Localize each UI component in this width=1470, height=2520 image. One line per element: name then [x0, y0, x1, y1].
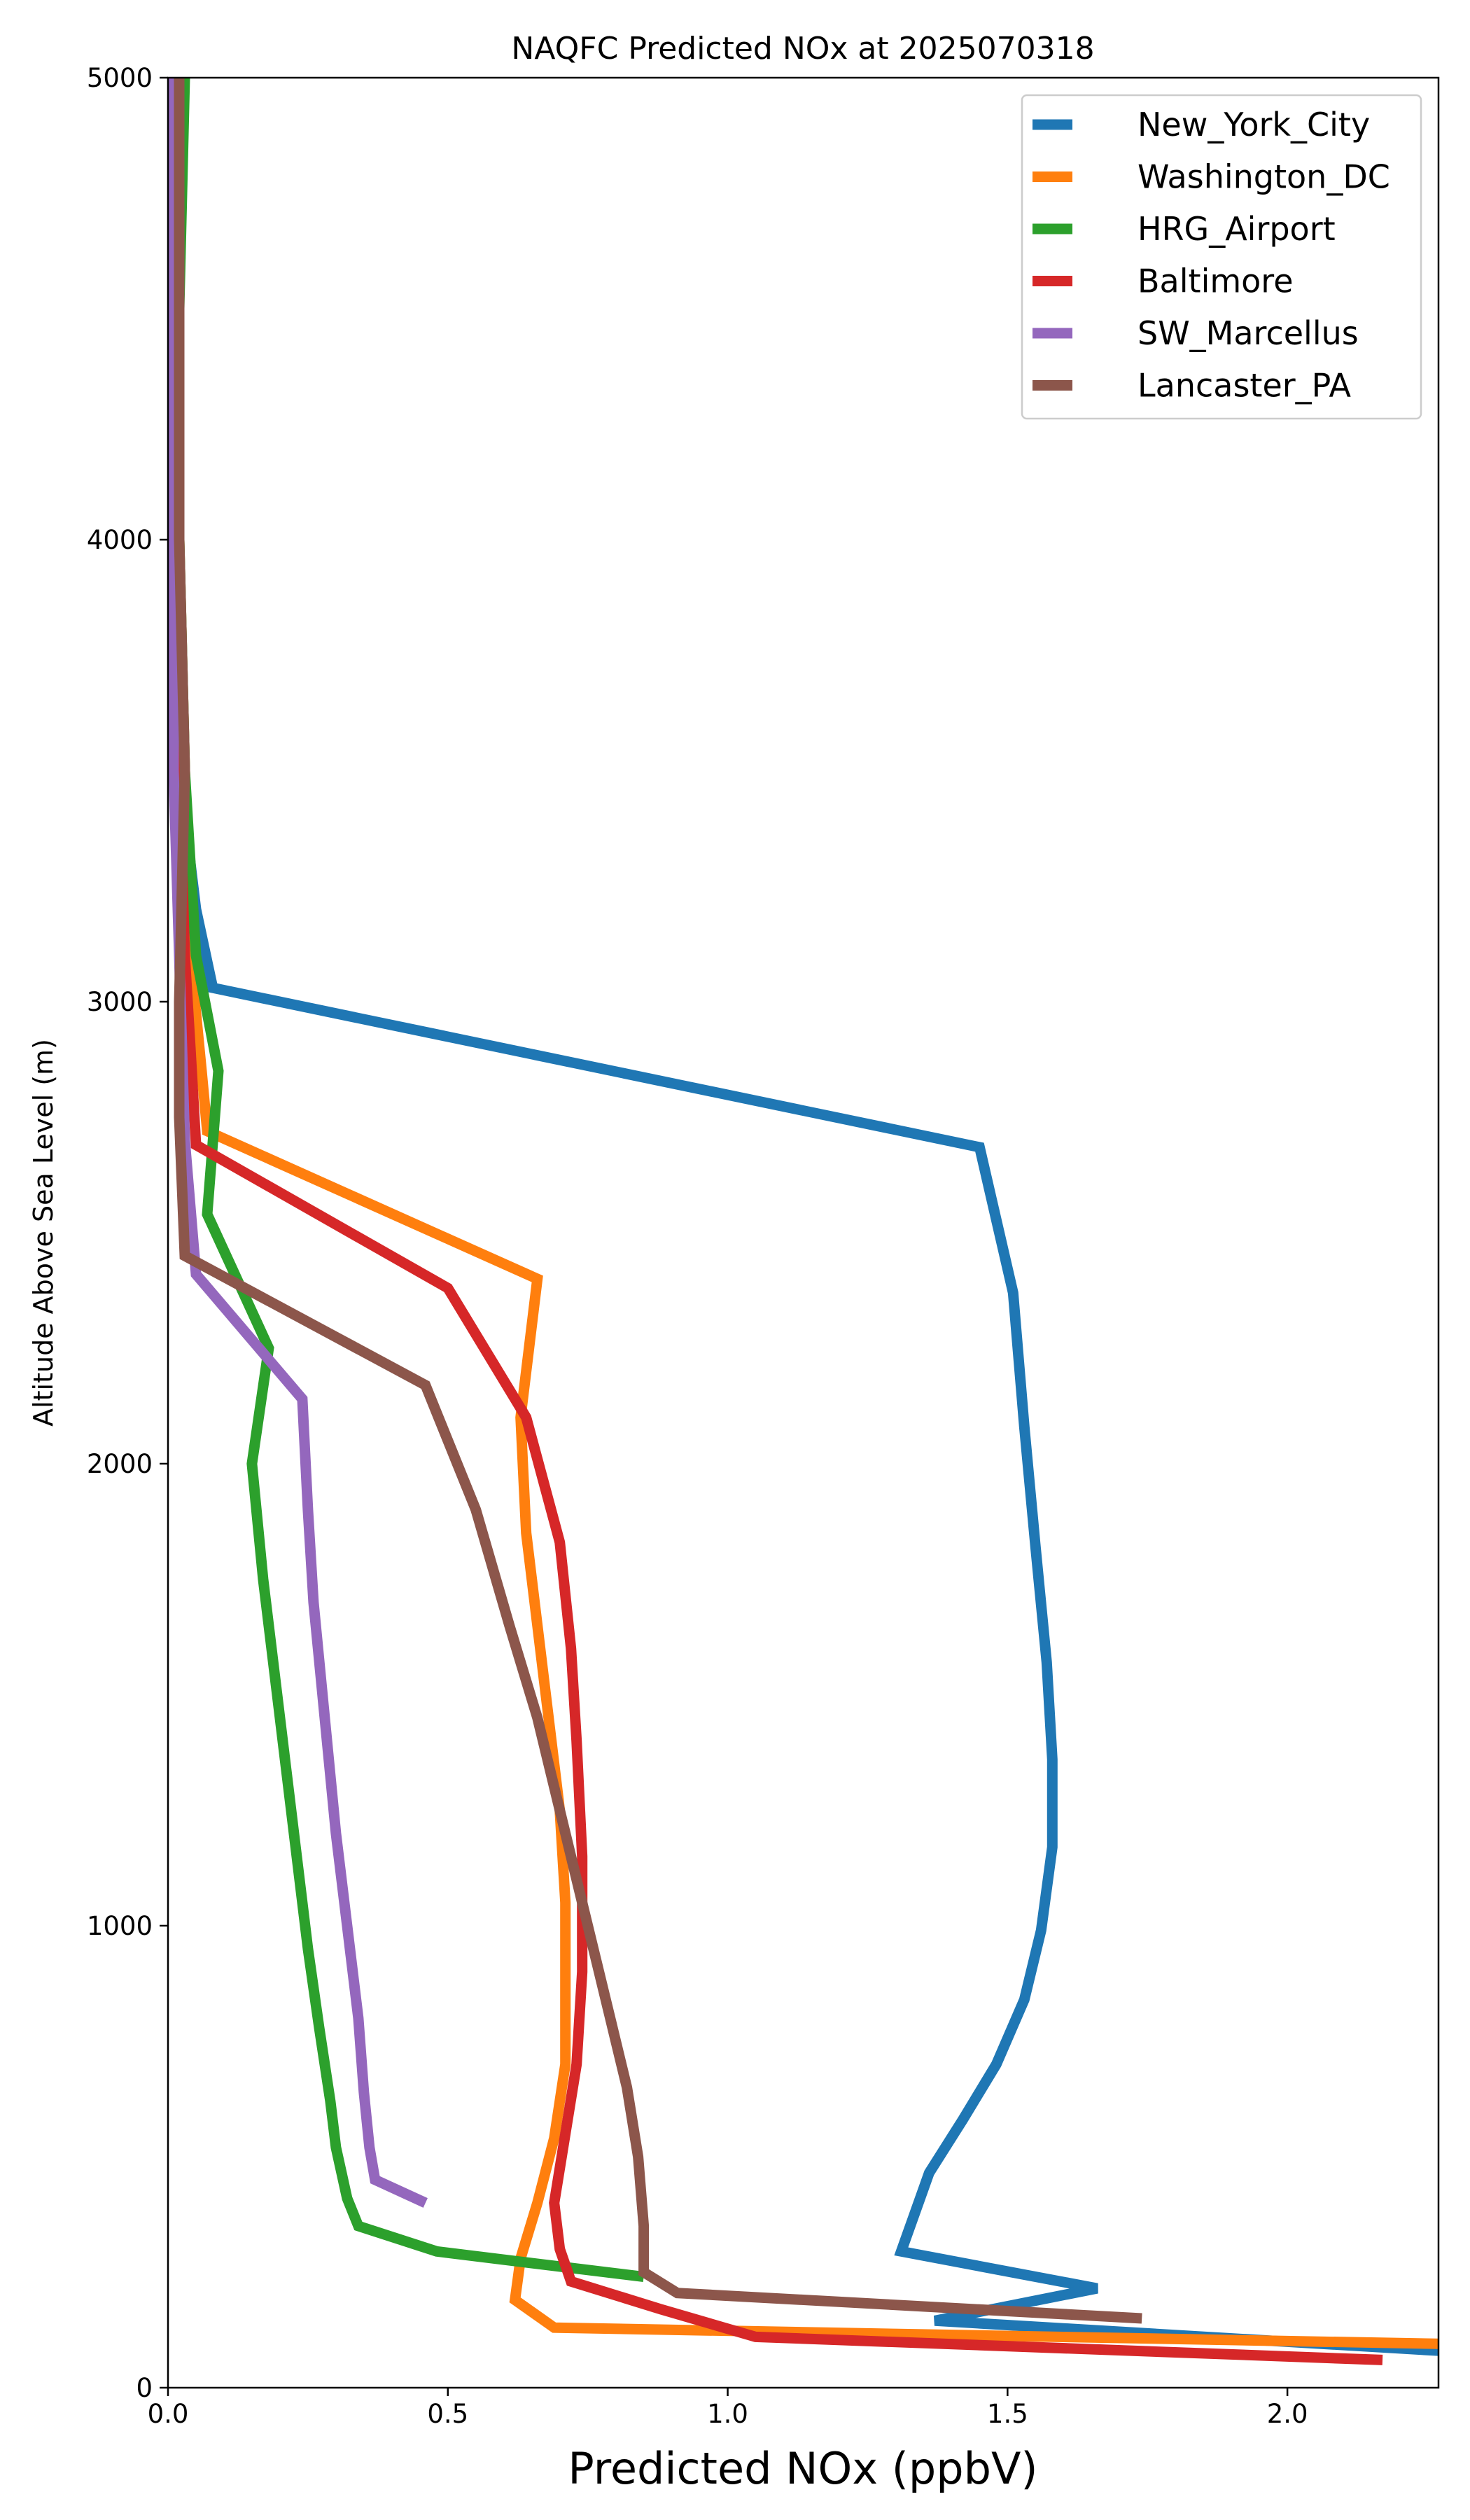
y-tick-label: 4000	[87, 525, 153, 555]
legend-label-baltimore: Baltimore	[1138, 262, 1294, 300]
legend-label-hrg-airport: HRG_Airport	[1138, 210, 1336, 248]
x-tick-label: 0.0	[148, 2399, 189, 2429]
plot-frame	[167, 76, 1440, 2389]
y-axis-label: Altitude Above Sea Level (m)	[28, 1039, 59, 1427]
x-tick-label: 1.0	[707, 2399, 748, 2429]
x-tick-label: 2.0	[1267, 2399, 1308, 2429]
y-tick-label: 2000	[87, 1449, 153, 1479]
series-layer	[168, 78, 1438, 2365]
legend-entries: New_York_City Washington_DC HRG_Airport Bal…	[1032, 106, 1390, 405]
series-line-lancaster-pa	[174, 78, 1142, 2324]
series-line-baltimore	[174, 78, 1383, 2365]
y-tick-label: 1000	[87, 1911, 153, 1941]
legend: New_York_City Washington_DC HRG_Airport Bal…	[1021, 94, 1422, 420]
legend-label-sw-marcellus: SW_Marcellus	[1138, 314, 1359, 352]
y-tick-label: 3000	[87, 987, 153, 1017]
legend-label-lancaster-pa: Lancaster_PA	[1138, 367, 1351, 405]
x-axis-ticks: 0.0 0.5 1.0 1.5 2.0	[148, 2388, 1308, 2429]
x-tick-label: 1.5	[987, 2399, 1028, 2429]
x-tick-label: 0.5	[427, 2399, 468, 2429]
legend-label-washington-dc: Washington_DC	[1138, 158, 1390, 196]
legend-label-new-york-city: New_York_City	[1138, 106, 1370, 144]
legend-box	[1021, 94, 1422, 420]
y-axis-ticks: 0 1000 2000 3000 4000 5000	[87, 63, 168, 2403]
chart-title: NAQFC Predicted NOx at 2025070318	[511, 31, 1094, 66]
series-line-washington-dc	[174, 78, 1438, 2349]
y-tick-label: 0	[136, 2373, 153, 2403]
y-tick-label: 5000	[87, 63, 153, 93]
x-axis-label: Predicted NOx (ppbV)	[568, 2443, 1037, 2494]
